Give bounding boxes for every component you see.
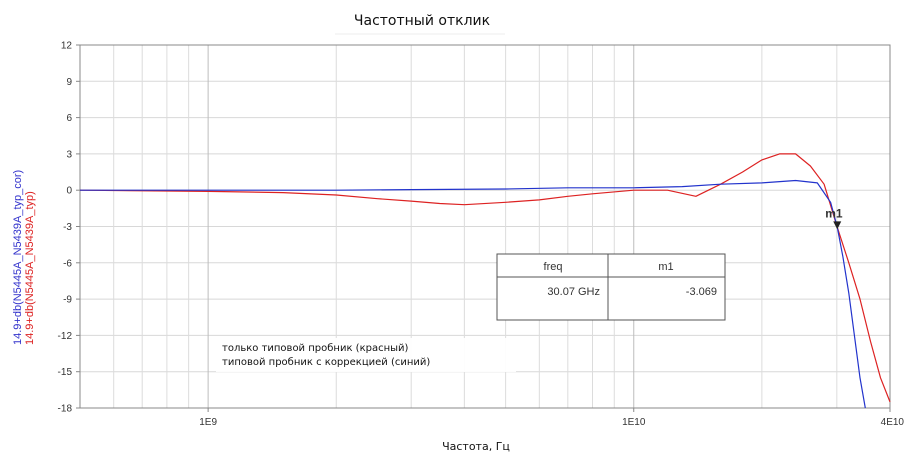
series-line-0 <box>79 153 891 403</box>
y-axis-labels: 14.9+db(N5445A_N5439A_typ_cor) 14.9+db(N… <box>12 170 36 345</box>
y-axis: 12 9 6 3 0 -3 -6 -9 -12 -15 -18 <box>58 41 80 415</box>
y-tick-label: -18 <box>58 404 73 415</box>
y-tick-label: 0 <box>66 186 72 197</box>
chart-title: Частотный отклик <box>354 13 490 29</box>
y-tick-label: -3 <box>63 222 72 233</box>
marker-table-header-m1: m1 <box>658 261 673 273</box>
annotation-box: только типовой пробник (красный) типовой… <box>216 338 516 372</box>
y-tick-label: -15 <box>58 367 73 378</box>
marker-table-header-freq: freq <box>544 261 563 273</box>
marker-table-m1-value: -3.069 <box>686 286 717 298</box>
y-axis-label-red: 14.9+db(N5445A_N5439A_typ) <box>24 191 36 345</box>
y-tick-label: -6 <box>63 258 72 269</box>
grid <box>80 45 890 408</box>
y-tick-label: -12 <box>58 331 73 342</box>
x-tick-label: 1E10 <box>622 417 646 428</box>
x-axis: 1E9 1E10 4E10 <box>199 408 904 428</box>
annotation-red: только типовой пробник (красный) <box>222 343 409 354</box>
y-axis-label-blue: 14.9+db(N5445A_N5439A_typ_cor) <box>12 170 24 345</box>
x-axis-label: Частота, Гц <box>442 440 510 453</box>
marker-table: freq m1 30.07 GHz -3.069 <box>496 253 726 321</box>
x-tick-label: 4E10 <box>881 417 905 428</box>
y-tick-label: 6 <box>66 113 72 124</box>
series-layer <box>79 153 891 409</box>
series-line-1 <box>80 179 866 409</box>
marker-m1-label: m1 <box>825 206 843 220</box>
annotation-blue: типовой пробник с коррекцией (синий) <box>222 357 430 368</box>
marker-m1-triangle[interactable] <box>833 221 842 230</box>
y-tick-label: 3 <box>66 149 72 160</box>
marker-table-freq-value: 30.07 GHz <box>547 286 600 298</box>
marker-m1-group[interactable]: m1 <box>825 206 843 230</box>
y-tick-label: 9 <box>66 77 72 88</box>
x-tick-label: 1E9 <box>199 417 217 428</box>
y-tick-label: -9 <box>63 295 72 306</box>
y-tick-label: 12 <box>61 41 73 52</box>
